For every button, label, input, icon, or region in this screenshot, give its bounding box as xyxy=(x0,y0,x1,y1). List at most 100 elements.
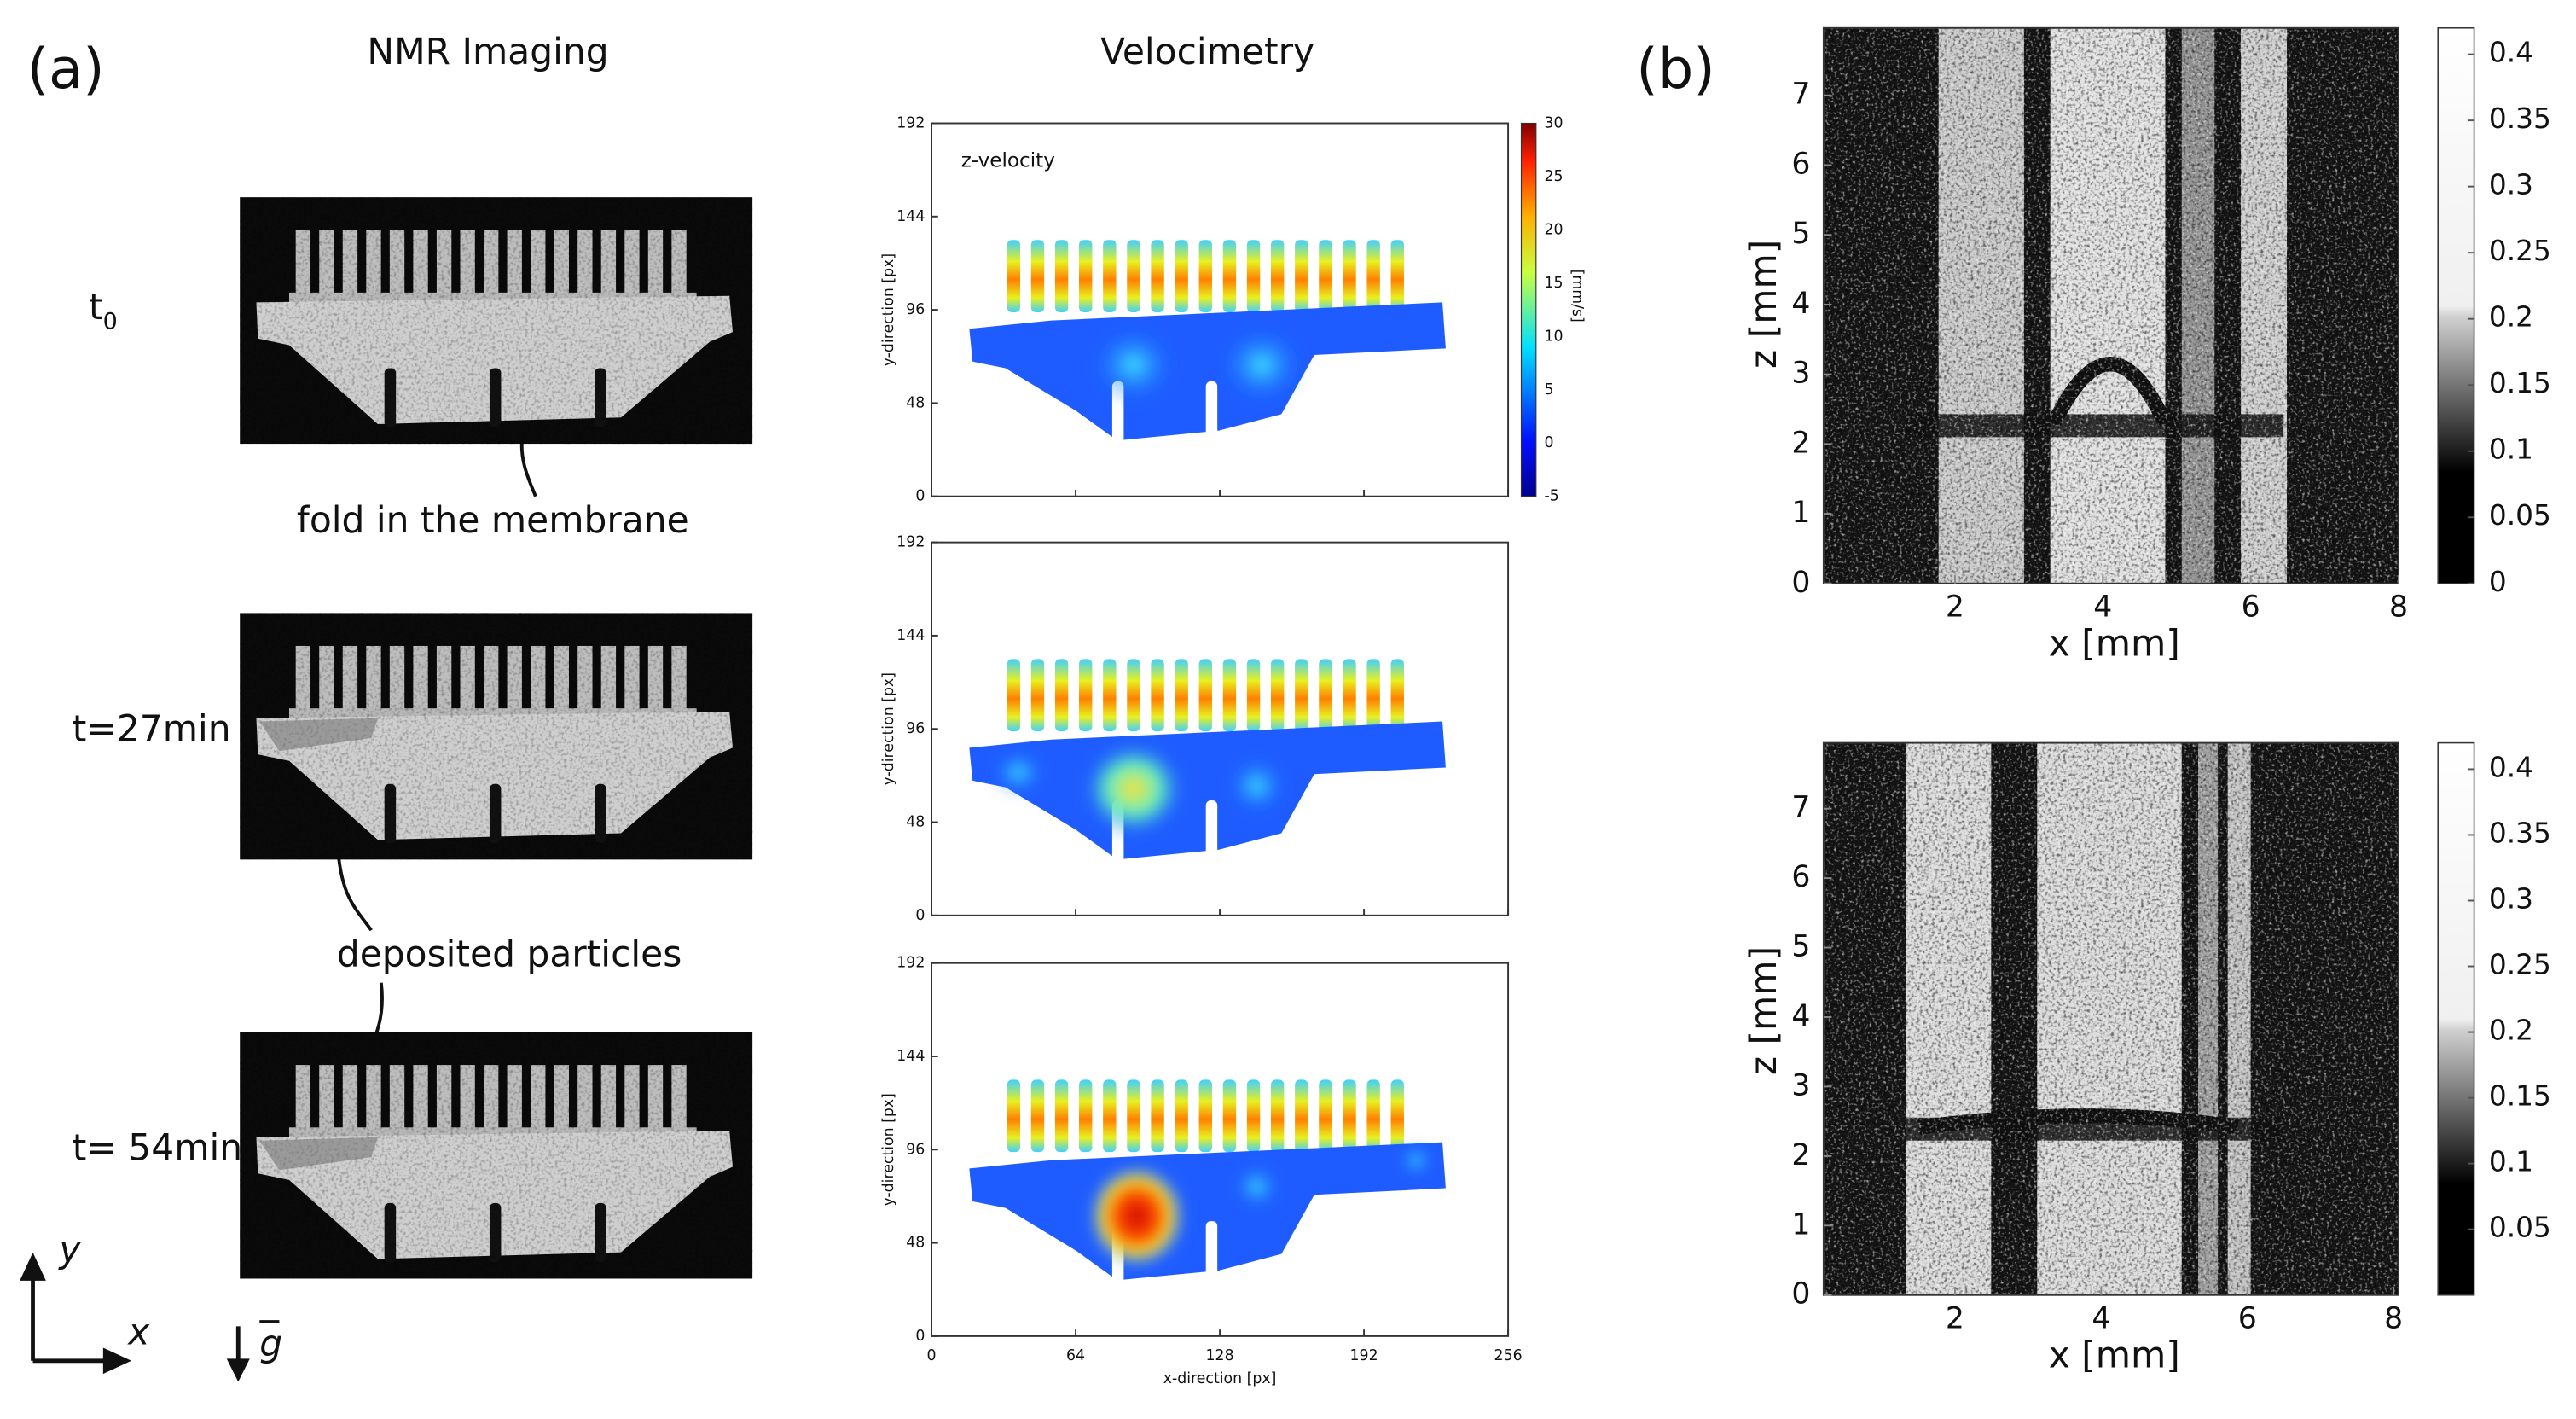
image-noise xyxy=(1823,27,2399,584)
time-label: t= 54min xyxy=(73,1127,242,1169)
inset-label: z-velocity xyxy=(961,149,1055,172)
y-tick-label: 96 xyxy=(906,301,925,318)
comb-tooth xyxy=(1343,240,1356,312)
deposit xyxy=(259,1137,378,1171)
comb-tooth xyxy=(1103,240,1117,312)
y-tick-label: 4 xyxy=(1791,287,1810,321)
y-tick-label: 0 xyxy=(915,907,925,924)
colorbar xyxy=(2437,27,2475,584)
comb-tooth xyxy=(1295,659,1308,732)
axes-glyph xyxy=(20,1252,280,1382)
comb-tooth xyxy=(1319,1079,1332,1153)
comb-tooth xyxy=(1007,240,1021,312)
comb-tooth xyxy=(1366,1079,1380,1153)
axis-glyph-label: y xyxy=(57,1229,81,1271)
velocity-hotspot xyxy=(1090,325,1177,404)
x-axis-label: x-direction [px] xyxy=(1163,1370,1277,1387)
y-tick-label: 4 xyxy=(1791,999,1810,1033)
velocity-hotspot xyxy=(1227,756,1287,816)
colorbar-tick-label: 0.05 xyxy=(2489,499,2551,532)
comb-tooth xyxy=(1319,659,1332,732)
colorbar-tick-label: 0.2 xyxy=(2489,1015,2533,1047)
velocity-hotspots xyxy=(992,739,1287,839)
y-tick-label: 1 xyxy=(1791,1207,1810,1242)
velocity-hotspots xyxy=(1088,1143,1433,1269)
comb-tooth xyxy=(1151,240,1164,312)
comb-tooth xyxy=(1270,1079,1285,1153)
comb-tooth xyxy=(1079,1079,1093,1153)
colorbar xyxy=(2437,741,2475,1296)
comb-tooth xyxy=(1127,240,1140,312)
membrane-velocity xyxy=(969,721,1446,860)
x-tick-label: 0 xyxy=(927,1347,937,1364)
comb-tooth xyxy=(1246,659,1261,732)
x-tick-label: 8 xyxy=(2384,1302,2403,1336)
y-tick-label: 5 xyxy=(1791,930,1810,964)
colorbar-tick-label: 0.25 xyxy=(2489,235,2551,267)
comb-tooth xyxy=(1270,240,1285,312)
colorbar-tick-label: 20 xyxy=(1544,221,1563,238)
colorbar-tick-label: 0.35 xyxy=(2489,817,2551,849)
y-tick-label: 7 xyxy=(1791,791,1810,825)
comb-tooth xyxy=(1175,659,1188,732)
velocity-hotspot xyxy=(1233,1163,1280,1210)
comb-tooth xyxy=(1198,240,1213,312)
comb-tooth xyxy=(1366,659,1380,732)
colorbar-label: [mm/s] xyxy=(1569,270,1586,323)
annotation: deposited particles xyxy=(337,933,682,974)
comb-tooth xyxy=(1343,659,1356,732)
x-tick-label: 8 xyxy=(2389,590,2408,625)
x-tick-label: 128 xyxy=(1206,1347,1234,1364)
y-tick-label: 96 xyxy=(906,1141,925,1158)
comb-tooth xyxy=(1054,240,1069,312)
colorbar-tick-label: 0.25 xyxy=(2489,949,2551,981)
comb-tooth xyxy=(1319,240,1332,312)
comb-tooth xyxy=(1007,659,1021,732)
time-subscript: 0 xyxy=(103,308,118,334)
colorbar-tick-label: -5 xyxy=(1544,488,1558,505)
y-axis-label: y-direction [px] xyxy=(880,253,897,366)
velocity-field xyxy=(969,240,1446,445)
x-axis-label: x [mm] xyxy=(2049,622,2180,664)
comb-tooth xyxy=(1246,1079,1261,1153)
comb-tooth xyxy=(1295,240,1308,312)
velocity-plot: 0 48 96 144 192 y-direction [px] z-velocity -5 0… xyxy=(880,114,1586,504)
x-tick-label: 256 xyxy=(1494,1347,1523,1364)
y-tick-label: 7 xyxy=(1791,78,1810,112)
y-tick-label: 6 xyxy=(1791,147,1810,181)
x-tick-label: 2 xyxy=(1946,1302,1964,1336)
y-axis-label: z [mm] xyxy=(1743,946,1784,1075)
comb-tooth xyxy=(1222,659,1237,732)
membrane-velocity xyxy=(969,302,1446,441)
notch xyxy=(1301,381,1313,445)
comb-tooth xyxy=(1103,1079,1117,1153)
y-tick-label: 48 xyxy=(906,814,925,831)
panel-label: (a) xyxy=(26,37,104,102)
x-tick-label: 192 xyxy=(1350,1347,1378,1364)
comb-tooth xyxy=(1054,659,1069,732)
velocity-hotspot xyxy=(1088,1163,1186,1269)
colorbar-tick-label: 0.15 xyxy=(2489,1080,2551,1113)
y-tick-label: 5 xyxy=(1791,217,1810,251)
y-axis-label: y-direction [px] xyxy=(880,672,897,785)
time-text: t xyxy=(89,286,103,328)
column-title: NMR Imaging xyxy=(367,31,608,73)
y-tick-label: 192 xyxy=(896,114,925,131)
y-tick-label: 6 xyxy=(1791,860,1810,894)
column-title: Velocimetry xyxy=(1100,31,1314,73)
colorbar-tick-label: 5 xyxy=(1544,381,1553,398)
arrow-head xyxy=(102,1347,132,1375)
x-tick-label: 6 xyxy=(2238,1302,2257,1336)
colorbar xyxy=(1520,122,1537,497)
y-tick-label: 48 xyxy=(906,1235,925,1252)
colorbar-tick-label: 0.35 xyxy=(2489,102,2551,135)
y-axis-label: z [mm] xyxy=(1743,240,1784,369)
comb-tooth xyxy=(1343,1079,1356,1153)
comb-tooth xyxy=(1366,240,1380,312)
colorbar-tick-label: 0.1 xyxy=(2489,433,2533,466)
comb-tooth xyxy=(1007,1079,1021,1153)
x-tick-label: 64 xyxy=(1066,1347,1085,1364)
y-tick-label: 1 xyxy=(1791,496,1810,530)
